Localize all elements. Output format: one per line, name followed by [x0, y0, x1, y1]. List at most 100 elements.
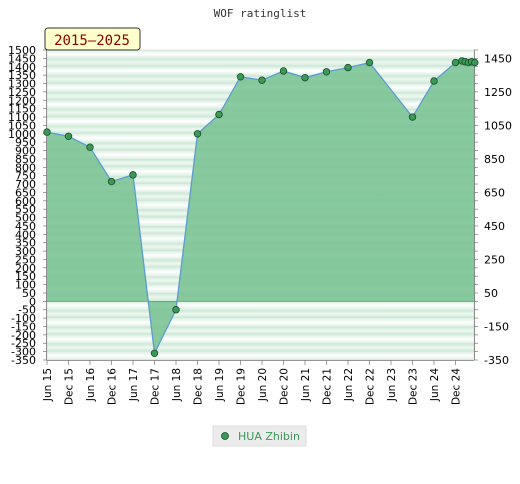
left-tick-label: -250	[11, 337, 36, 350]
left-tick-label: 1150	[8, 103, 36, 116]
left-tick-label: 750	[15, 170, 36, 183]
data-point	[322, 68, 331, 76]
data-point	[344, 63, 352, 72]
left-tick-label: 1300	[8, 78, 36, 91]
data-point	[408, 113, 417, 121]
right-tick-label: 1450	[484, 52, 512, 65]
left-tick-label: 1200	[8, 94, 36, 107]
x-tick-label: Jun 19	[214, 368, 226, 402]
x-tick-label: Dec 23	[408, 368, 420, 405]
x-tick-label: Jun 24	[429, 368, 441, 402]
left-tick-label: -300	[11, 346, 36, 359]
right-tick-label: 450	[484, 220, 505, 233]
grid-band	[47, 334, 474, 344]
data-point	[193, 130, 202, 138]
grid-band	[47, 309, 474, 319]
legend: HUA Zhibin	[212, 425, 307, 447]
x-tick-label: Jun 17	[128, 368, 140, 402]
left-tick-label: 200	[15, 262, 36, 275]
left-tick-label: 1500	[8, 44, 36, 57]
period-label: 2015–2025	[54, 33, 130, 49]
left-tick-label: 300	[15, 245, 36, 258]
data-point	[430, 77, 438, 85]
x-tick-label: Dec 19	[236, 368, 248, 405]
data-point	[129, 171, 137, 179]
legend-marker	[221, 432, 229, 440]
grid-band	[47, 351, 474, 360]
data-point	[301, 73, 309, 82]
x-axis: Jun 15 Dec 15 Jun 16 Dec 16 Jun 17 Dec 17 Jun …	[42, 360, 474, 405]
left-tick-label: 700	[15, 178, 36, 191]
right-axis: -350 -150 50 250 450 650 850 1050 1250 1450	[474, 49, 512, 367]
right-tick-label: 50	[484, 287, 498, 300]
left-tick-label: 1350	[8, 69, 36, 82]
right-tick-label: 1050	[484, 119, 512, 132]
left-tick-label: 600	[15, 195, 36, 208]
right-tick-label: -150	[484, 320, 509, 333]
x-tick-label: Jun 23	[386, 368, 398, 402]
x-tick-label: Jun 15	[42, 368, 54, 402]
x-tick-label: Dec 22	[365, 368, 377, 405]
left-tick-label: 950	[15, 136, 36, 149]
grid-band	[47, 326, 474, 335]
chart-title: WOF ratinglist	[214, 7, 307, 20]
left-tick-label: 250	[15, 253, 36, 266]
right-tick-label: 650	[484, 186, 505, 199]
data-point	[172, 306, 180, 314]
left-tick-label: -100	[11, 312, 36, 325]
right-tick-label: -350	[484, 354, 509, 367]
data-point	[451, 58, 460, 67]
right-tick-label: 1250	[484, 86, 512, 99]
left-tick-label: 1400	[8, 61, 36, 74]
left-tick-label: 1250	[8, 86, 36, 99]
x-tick-label: Dec 15	[64, 368, 76, 405]
left-tick-label: -200	[11, 329, 36, 342]
left-tick-label: 450	[15, 220, 36, 233]
x-tick-label: Jun 16	[85, 368, 97, 402]
x-tick-label: Dec 20	[279, 368, 291, 405]
data-point	[258, 76, 266, 84]
left-tick-label: 100	[15, 279, 36, 292]
x-tick-label: Jun 18	[171, 368, 183, 402]
legend-entry: HUA Zhibin	[238, 430, 300, 443]
data-point	[43, 128, 51, 136]
x-tick-label: Dec 24	[451, 368, 463, 405]
data-point	[215, 110, 223, 119]
x-tick-label: Dec 16	[107, 368, 119, 405]
x-tick-label: Jun 22	[343, 368, 355, 402]
grid-band	[47, 50, 474, 59]
grid-band	[47, 66, 474, 76]
left-tick-label: -50	[18, 304, 36, 317]
left-tick-label: 1450	[8, 52, 36, 65]
x-tick-label: Dec 21	[322, 368, 334, 405]
left-tick-label: 50	[22, 287, 36, 300]
grid-band	[47, 58, 474, 67]
data-markers	[43, 57, 479, 357]
right-tick-label: 250	[484, 253, 505, 266]
left-tick-label: 1050	[8, 119, 36, 132]
left-tick-label: 1000	[8, 128, 36, 141]
left-tick-label: 1100	[8, 111, 36, 124]
left-axis: -350-300-250-200-150-100-500501001502002…	[8, 44, 47, 367]
left-tick-label: 800	[15, 161, 36, 174]
left-tick-label: 900	[15, 145, 36, 158]
data-point	[365, 58, 374, 67]
data-point	[64, 132, 73, 140]
data-point	[107, 177, 116, 186]
x-tick-label: Dec 18	[193, 368, 205, 405]
data-point	[236, 73, 245, 81]
grid-band	[47, 301, 474, 310]
left-tick-label: -150	[11, 320, 36, 333]
right-tick-label: 850	[484, 153, 505, 166]
data-point	[279, 67, 288, 75]
data-point	[86, 143, 94, 151]
series-area	[47, 60, 475, 354]
data-point	[471, 58, 479, 67]
left-tick-label: 550	[15, 203, 36, 216]
left-tick-label: 400	[15, 228, 36, 241]
period-badge: 2015–2025	[44, 27, 141, 51]
x-tick-label: Dec 17	[150, 368, 162, 405]
left-tick-label: 150	[15, 270, 36, 283]
